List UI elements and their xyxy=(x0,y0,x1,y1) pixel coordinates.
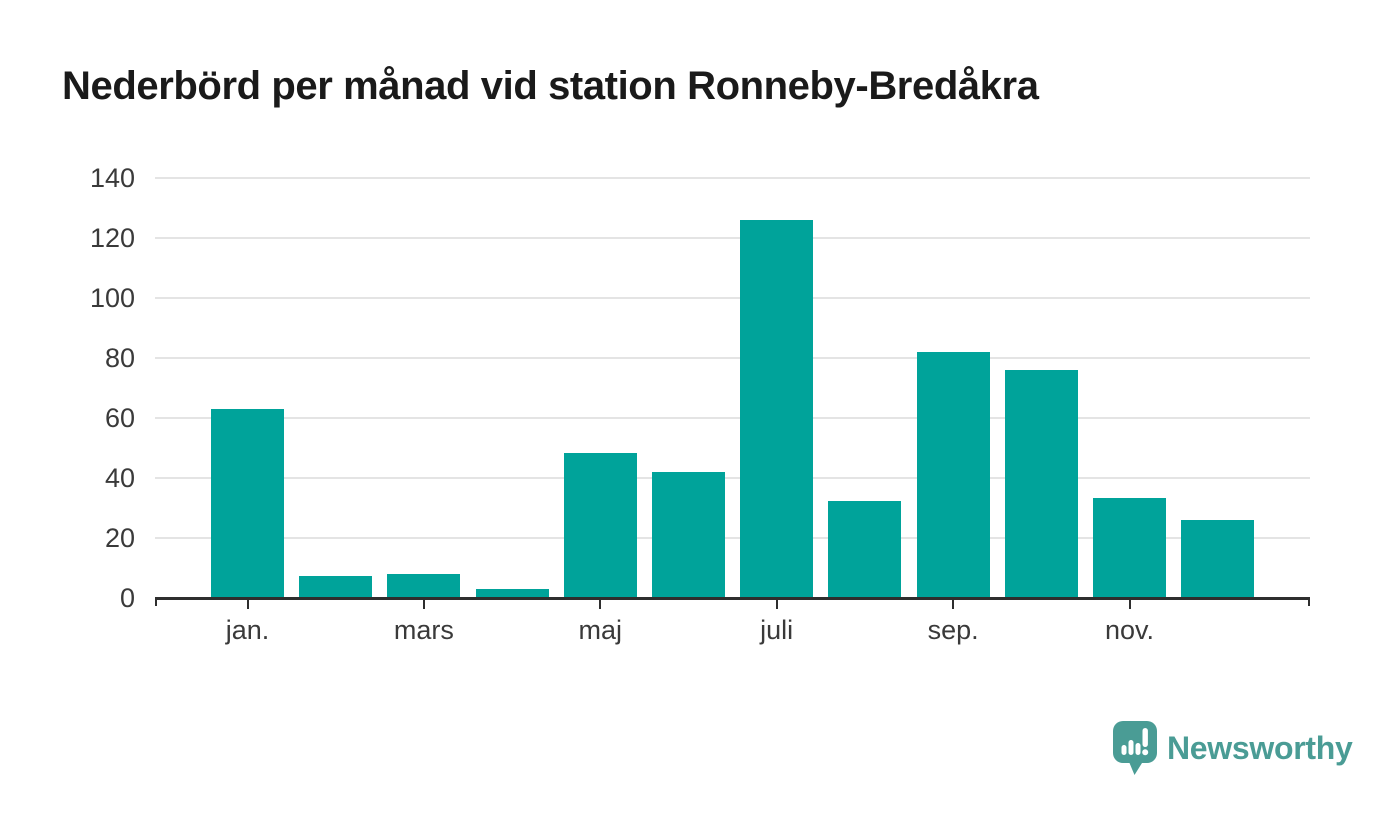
x-axis-tick xyxy=(775,600,778,609)
newsworthy-logo: Newsworthy xyxy=(1113,721,1353,776)
bar xyxy=(563,452,637,598)
x-axis-tick xyxy=(952,600,955,609)
y-axis-tick-label: 40 xyxy=(104,463,135,493)
y-axis-tick-label: 100 xyxy=(89,283,135,313)
y-axis-tick-label: 80 xyxy=(104,343,135,373)
x-axis-tick-label: juli xyxy=(760,615,794,645)
newsworthy-wordmark: Newsworthy xyxy=(1167,730,1353,766)
bar xyxy=(652,472,725,598)
bar xyxy=(1181,520,1255,598)
x-axis-tick xyxy=(1128,600,1131,609)
bar xyxy=(299,575,373,598)
x-axis-tick-label: jan. xyxy=(225,615,270,645)
y-axis-tick-label: 120 xyxy=(89,223,135,253)
x-axis-right-endcap xyxy=(1308,597,1310,606)
x-axis-tick-label: nov. xyxy=(1104,615,1155,645)
newsworthy-speech-bubble-chart-icon xyxy=(1113,721,1157,775)
x-axis-tick-label: sep. xyxy=(927,615,979,645)
bar xyxy=(1004,370,1078,598)
bar xyxy=(1093,497,1166,598)
x-axis-tick xyxy=(599,600,602,609)
x-axis-tick-label: maj xyxy=(578,615,623,645)
y-axis-tick-label: 60 xyxy=(104,403,135,433)
y-gridline xyxy=(155,417,1310,419)
y-gridline xyxy=(155,177,1310,179)
chart-title: Nederbörd per månad vid station Ronneby-… xyxy=(62,64,1039,108)
x-axis-line xyxy=(155,597,1310,600)
y-axis-tick-label: 0 xyxy=(119,583,135,613)
y-gridline xyxy=(155,297,1310,299)
bar xyxy=(828,500,902,598)
x-axis-tick-label: mars xyxy=(393,615,454,645)
bar xyxy=(740,220,814,598)
bar xyxy=(211,409,284,598)
x-axis-tick xyxy=(422,600,425,609)
y-gridline xyxy=(155,237,1310,239)
y-axis-tick-label: 20 xyxy=(104,523,135,553)
y-gridline xyxy=(155,477,1310,479)
y-axis-tick-label: 140 xyxy=(89,163,135,193)
bar xyxy=(475,589,549,598)
bar xyxy=(916,352,990,598)
x-axis-left-endcap xyxy=(155,597,157,606)
x-axis-tick xyxy=(246,600,249,609)
y-gridline xyxy=(155,357,1310,359)
y-gridline xyxy=(155,537,1310,539)
bar xyxy=(387,574,461,598)
